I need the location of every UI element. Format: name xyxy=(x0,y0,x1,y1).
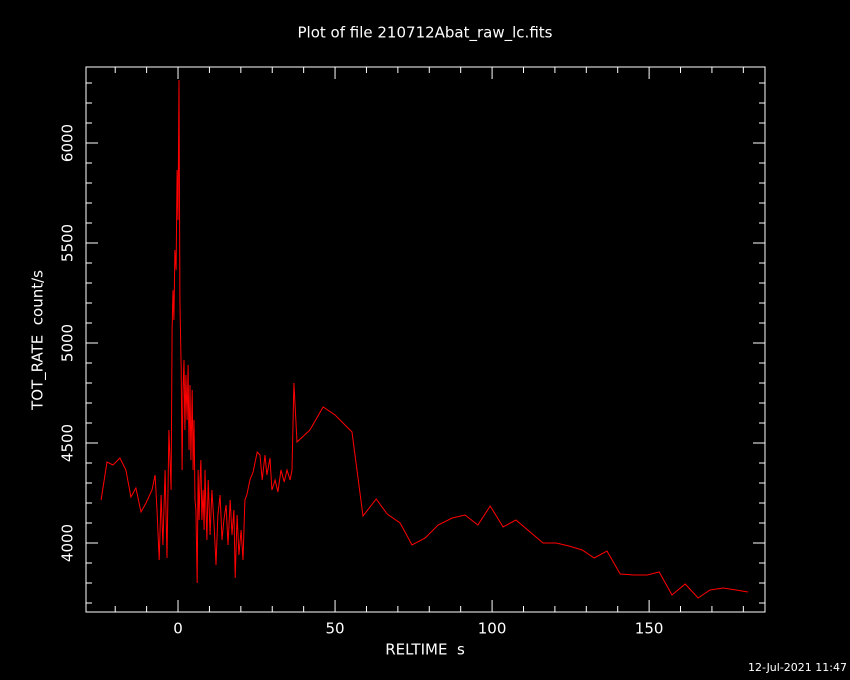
x-tick-label: 50 xyxy=(326,620,345,638)
x-axis-label: RELTIME s xyxy=(385,641,465,659)
data-line xyxy=(100,79,749,599)
y-tick-label: 6000 xyxy=(59,124,77,162)
y-tick-label: 5000 xyxy=(59,324,77,362)
x-tick-label: 150 xyxy=(635,620,664,638)
y-axis-label: TOT_RATE count/s xyxy=(29,270,48,411)
y-tick-label: 5500 xyxy=(59,224,77,262)
chart-title: Plot of file 210712Abat_raw_lc.fits xyxy=(298,24,553,43)
x-tick-label: 100 xyxy=(478,620,507,638)
x-tick-label: 0 xyxy=(173,620,183,638)
y-tick-label: 4000 xyxy=(59,524,77,562)
timestamp: 12-Jul-2021 11:47 xyxy=(748,661,847,674)
y-tick-label: 4500 xyxy=(59,424,77,462)
plot-frame xyxy=(85,66,766,613)
